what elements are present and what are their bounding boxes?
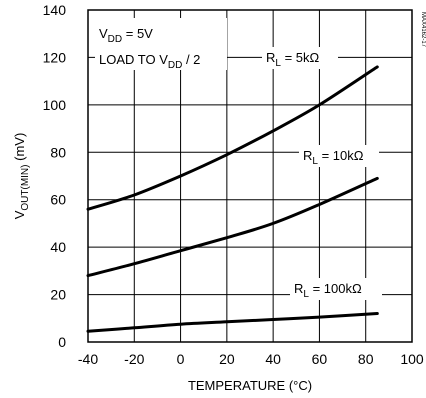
vdd-sub: DD [108, 34, 122, 45]
y-axis-title: VOUT(MIN) (mV) [12, 133, 31, 220]
series-layer [86, 65, 379, 333]
svg-text:RL = 5kΩ: RL = 5kΩ [266, 50, 319, 69]
y-tick-label: 20 [50, 287, 66, 303]
y-tick-label: 0 [58, 334, 66, 350]
y-tick-label: 40 [50, 239, 66, 255]
load-sub: DD [168, 60, 182, 71]
svg-text:RL = 10kΩ: RL = 10kΩ [303, 148, 364, 167]
vdd-annotation: VDD = 5V [99, 26, 153, 45]
load-annotation: LOAD TO VDD / 2 [99, 52, 200, 71]
vdd-main: V [99, 26, 108, 41]
part-number: MAX4162-17 [420, 12, 426, 48]
y-tick-label: 140 [43, 2, 67, 18]
x-tick-label: 40 [265, 351, 281, 367]
y-tick-label: 80 [50, 144, 66, 160]
x-tick-label: -20 [124, 351, 144, 367]
series-line-5k [86, 65, 379, 211]
plot-frame [87, 9, 413, 343]
series-line-10k [86, 176, 379, 278]
y-tick-label: 100 [43, 97, 67, 113]
svg-text:RL = 100kΩ: RL = 100kΩ [294, 281, 362, 300]
tick-labels: -40 -20 0 20 40 60 80 100 0 20 40 60 80 100 120 140 [43, 2, 424, 367]
y-tick-label: 60 [50, 192, 66, 208]
load-rest: / 2 [182, 52, 200, 67]
series-label-100k: RL = 100kΩ [290, 278, 382, 300]
y-axis-title-main: V [12, 210, 27, 219]
x-tick-label: 0 [177, 351, 185, 367]
y-axis-title-unit: (mV) [12, 133, 27, 165]
x-tick-label: -40 [78, 351, 98, 367]
x-tick-label: 80 [358, 351, 374, 367]
x-tick-label: 60 [312, 351, 328, 367]
conditions-background [95, 18, 227, 70]
y-tick-label: 120 [43, 49, 67, 65]
x-axis-title: TEMPERATURE (°C) [188, 378, 312, 393]
series-label-10k: RL = 10kΩ [299, 145, 379, 167]
x-tick-label: 100 [400, 351, 424, 367]
series-line-100k [86, 312, 379, 333]
x-tick-label: 20 [219, 351, 235, 367]
load-main: LOAD TO V [99, 52, 168, 67]
vdd-rest: = 5V [122, 26, 153, 41]
y-axis-title-sub: OUT(MIN) [20, 165, 31, 211]
series-label-5k: RL = 5kΩ [262, 47, 338, 69]
